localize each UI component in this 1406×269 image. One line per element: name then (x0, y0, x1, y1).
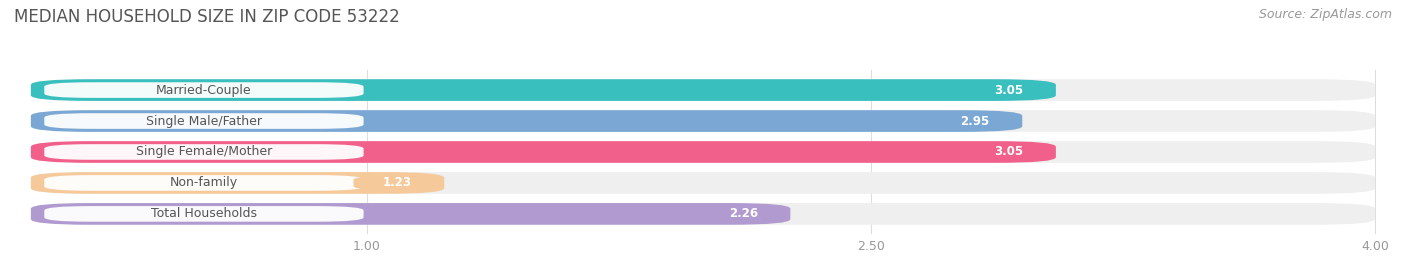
Text: 3.05: 3.05 (994, 146, 1024, 158)
FancyBboxPatch shape (31, 110, 1375, 132)
FancyBboxPatch shape (45, 113, 364, 129)
FancyBboxPatch shape (31, 203, 790, 225)
Text: Single Male/Father: Single Male/Father (146, 115, 262, 128)
FancyBboxPatch shape (45, 144, 364, 160)
Text: 2.26: 2.26 (728, 207, 758, 220)
FancyBboxPatch shape (700, 207, 787, 220)
FancyBboxPatch shape (31, 141, 1375, 163)
Text: 3.05: 3.05 (994, 84, 1024, 97)
Text: 2.95: 2.95 (960, 115, 990, 128)
Text: MEDIAN HOUSEHOLD SIZE IN ZIP CODE 53222: MEDIAN HOUSEHOLD SIZE IN ZIP CODE 53222 (14, 8, 399, 26)
FancyBboxPatch shape (31, 79, 1056, 101)
FancyBboxPatch shape (932, 115, 1019, 128)
FancyBboxPatch shape (31, 79, 1375, 101)
FancyBboxPatch shape (353, 176, 441, 189)
Text: Source: ZipAtlas.com: Source: ZipAtlas.com (1258, 8, 1392, 21)
Text: 1.23: 1.23 (382, 176, 412, 189)
Text: Single Female/Mother: Single Female/Mother (136, 146, 273, 158)
FancyBboxPatch shape (31, 172, 444, 194)
FancyBboxPatch shape (45, 175, 364, 191)
FancyBboxPatch shape (31, 203, 1375, 225)
FancyBboxPatch shape (31, 172, 1375, 194)
FancyBboxPatch shape (45, 82, 364, 98)
FancyBboxPatch shape (31, 141, 1056, 163)
Text: Married-Couple: Married-Couple (156, 84, 252, 97)
Text: Total Households: Total Households (150, 207, 257, 220)
FancyBboxPatch shape (965, 84, 1053, 97)
Text: Non-family: Non-family (170, 176, 238, 189)
FancyBboxPatch shape (45, 206, 364, 222)
FancyBboxPatch shape (31, 110, 1022, 132)
FancyBboxPatch shape (965, 146, 1053, 158)
